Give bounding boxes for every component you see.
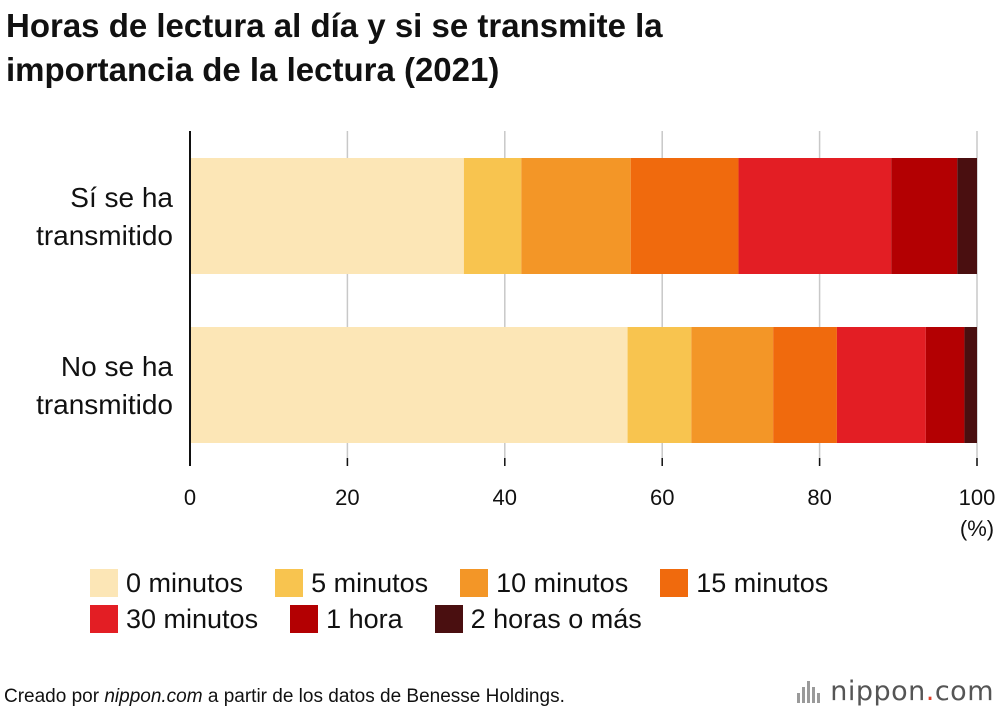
bar-segment	[836, 327, 926, 443]
bar-segment	[691, 327, 774, 443]
legend-label: 30 minutos	[126, 603, 259, 634]
bar-segment	[627, 327, 692, 443]
chart-title-line-2: importancia de la lectura (2021)	[6, 51, 500, 88]
bar-segment	[738, 158, 892, 274]
tick-label: 100	[959, 485, 996, 510]
chart-title: Horas de lectura al día y si se transmit…	[6, 4, 966, 92]
bar-segment	[630, 158, 739, 274]
legend-row-2: 30 minutos 1 hora 2 horas o más	[90, 601, 970, 637]
source-note: Creado por nippon.com a partir de los da…	[4, 686, 565, 708]
bar-segment	[773, 327, 837, 443]
legend-item-30-minutos: 30 minutos	[90, 604, 258, 635]
brand-wordmark: nippon.com	[830, 676, 994, 707]
bar-segment	[463, 158, 522, 274]
unit-label: (%)	[960, 516, 994, 541]
bar-segment	[190, 158, 464, 274]
legend-label: 0 minutos	[126, 567, 244, 598]
bar-segment	[957, 158, 977, 274]
legend-swatch	[660, 569, 689, 597]
tick-label: 20	[335, 485, 359, 510]
stacked-bar-chart: Sí se ha transmitido No se ha transmitido 0 2…	[36, 131, 996, 541]
source-prefix: Creado por	[4, 686, 105, 707]
legend: 0 minutos 5 minutos 10 minutos 15 minuto…	[90, 565, 970, 637]
tick-label: 80	[807, 485, 831, 510]
legend-label: 2 horas o más	[470, 603, 642, 634]
legend-label: 1 hora	[326, 603, 403, 634]
bar-segment	[891, 158, 958, 274]
legend-label: 5 minutos	[311, 567, 429, 598]
brand-logo: nippon.com	[797, 676, 994, 707]
source-site: nippon.com	[104, 686, 203, 707]
tick-label: 40	[493, 485, 517, 510]
category-label: Sí se ha transmitido	[36, 182, 173, 251]
legend-item-5-minutos: 5 minutos	[275, 568, 428, 599]
legend-label: 10 minutos	[496, 567, 629, 598]
legend-swatch	[434, 605, 463, 633]
legend-item-1-hora: 1 hora	[290, 604, 403, 635]
legend-item-0-minutos: 0 minutos	[90, 568, 243, 599]
bar-segment	[521, 158, 631, 274]
legend-swatch	[460, 569, 489, 597]
tick-label: 60	[650, 485, 674, 510]
chart-title-line-1: Horas de lectura al día y si se transmit…	[6, 7, 663, 44]
source-suffix: a partir de los datos de Benesse Holding…	[202, 686, 565, 707]
legend-swatch	[275, 569, 304, 597]
category-label: No se ha transmitido	[36, 351, 173, 420]
legend-item-15-minutos: 15 minutos	[660, 568, 828, 599]
legend-item-10-minutos: 10 minutos	[460, 568, 628, 599]
bar-segment	[925, 327, 965, 443]
bar-segment	[964, 327, 977, 443]
legend-swatch	[90, 605, 118, 633]
legend-swatch	[290, 605, 319, 633]
legend-item-2-horas-o-mas: 2 horas o más	[434, 603, 642, 635]
tick-label: 0	[184, 485, 196, 510]
legend-row-1: 0 minutos 5 minutos 10 minutos 15 minuto…	[90, 565, 970, 601]
legend-swatch	[90, 569, 118, 597]
legend-label: 15 minutos	[696, 567, 829, 598]
bar-segment	[190, 327, 628, 443]
brand-bars-icon	[797, 680, 822, 703]
